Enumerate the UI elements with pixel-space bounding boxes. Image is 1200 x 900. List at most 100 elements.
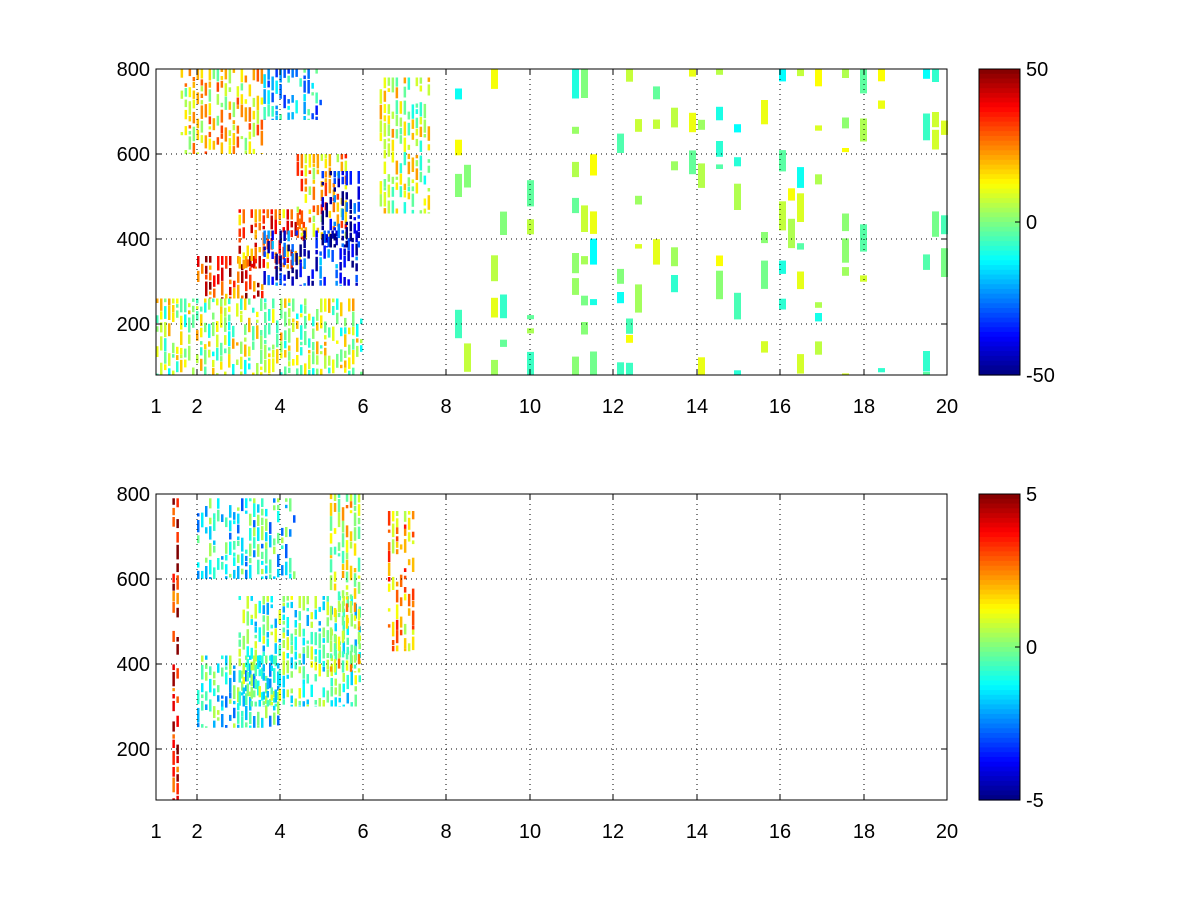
bottom-heatmap-cell-r1 [282,627,285,633]
top-heatmap-cell-r8 [312,328,315,339]
top-heatmap-cell-r9 [734,183,741,210]
top-heatmap-cell-r8 [200,306,203,312]
bottom-heatmap-cell-r1 [270,631,273,636]
bottom-heatmap-cell-r0 [205,663,208,669]
bottom-heatmap-cell-r1 [346,626,349,636]
top-heatmap-cell-r7 [387,138,391,142]
top-heatmap-cell-r4 [353,217,356,221]
top-heatmap-cell-r5 [208,89,212,102]
top-heatmap-cell-r5 [228,138,232,146]
top-heatmap-cell-r8 [180,347,183,355]
top-heatmap-cell-r2 [324,182,328,197]
bottom-heatmap-cell-r3 [345,592,349,596]
bottom-heatmap-cell-r2 [233,541,236,550]
bottom-colorbar-swatch [979,513,1020,519]
top-heatmap-cell-r5 [244,99,248,104]
bottom-heatmap-cell-r3 [337,653,341,659]
bottom-heatmap-cell-r1 [326,596,329,602]
top-heatmap-cell-r6 [287,99,290,104]
top-heatmap-cell-r0 [209,265,212,270]
top-heatmap-cell-r6 [307,69,310,79]
top-heatmap-cell-r3 [315,237,318,249]
top-heatmap-cell-r5 [196,129,200,141]
bottom-heatmap-cell-r0 [277,691,280,700]
bottom-heatmap-cell-r2 [269,522,272,534]
top-heatmap-cell-r3 [275,282,278,286]
bottom-heatmap-cell-r1 [270,624,273,629]
bottom-heatmap-cell-r1 [294,636,297,651]
top-heatmap-cell-r4 [341,208,344,221]
bottom-heatmap-cell-r2 [261,526,264,541]
top-heatmap-cell-r8 [260,366,263,370]
bottom-x-tick-label: 4 [274,821,285,843]
bottom-heatmap-cell-r1 [334,623,337,632]
top-heatmap-cell-r8 [356,345,359,357]
bottom-heatmap-cell-r2 [253,503,256,517]
bottom-heatmap-cell-r3 [341,520,345,533]
top-heatmap-cell-r3 [299,244,302,257]
bottom-heatmap-cell-r2 [241,553,244,566]
bottom-colorbar-swatch [979,570,1020,576]
top-heatmap-cell-r8 [228,298,231,305]
bottom-heatmap-cell-r5 [172,591,175,602]
bottom-heatmap-cell-r0 [213,679,216,686]
top-heatmap-cell-r8 [268,358,271,374]
bottom-heatmap-cell-r2 [261,498,264,507]
top-heatmap-cell-r5 [220,80,224,88]
top-heatmap-cell-r7 [427,165,431,173]
top-heatmap-cell-r8 [268,309,271,321]
top-x-tick-label: 8 [440,396,451,418]
top-heatmap-cell-r9 [716,69,723,75]
top-heatmap-cell-r7 [387,77,391,86]
top-heatmap-cell-r0 [241,264,244,271]
top-heatmap-cell-r7 [395,77,399,87]
bottom-plot-frame [155,493,948,801]
bottom-heatmap-cell-r1 [322,627,325,638]
bottom-heatmap-cell-r1 [294,628,297,636]
top-heatmap-cell-r3 [263,251,266,257]
bottom-heatmap-cell-r2 [285,498,288,502]
top-heatmap-cell-r2 [344,154,348,159]
top-heatmap-cell-r1 [266,209,269,219]
bottom-heatmap-cell-r1 [310,646,313,660]
bottom-heatmap-cell-r5 [176,755,179,764]
top-heatmap-cell-r5 [244,137,248,151]
top-heatmap-cell-r3 [303,239,306,248]
bottom-heatmap-cell-r1 [318,606,321,612]
top-heatmap-cell-r3 [263,271,266,285]
top-heatmap-cell-r7 [383,179,387,187]
top-heatmap-cell-r2 [300,154,304,169]
top-heatmap-cell-r8 [312,316,315,327]
top-heatmap-cell-r8 [156,346,159,357]
bottom-heatmap-cell-r0 [221,706,224,711]
top-heatmap-cell-r5 [204,82,208,96]
top-heatmap-cell-r8 [340,302,343,317]
top-heatmap-cell-r8 [172,298,175,304]
top-heatmap-cell-r6 [275,110,278,115]
bottom-colorbar-swatch [979,575,1020,581]
bottom-colorbar-swatch [979,647,1020,653]
top-heatmap-cell-r8 [304,363,307,375]
top-heatmap-cell-r4 [325,202,328,218]
top-heatmap-cell-r3 [279,267,282,272]
bottom-heatmap-cell-r0 [265,655,268,664]
top-y-tick-label: 600 [117,144,150,166]
bottom-heatmap-cell-r2 [229,532,232,540]
top-heatmap-cell-r0 [205,265,208,274]
top-heatmap-cell-r3 [355,230,358,243]
bottom-colorbar-swatch [979,690,1020,696]
bottom-heatmap-cell-r4 [395,518,399,528]
bottom-heatmap-cell-r0 [217,717,220,721]
top-heatmap-cell-r2 [324,158,328,169]
top-heatmap-cell-r9 [626,362,633,375]
top-heatmap-cell-r8 [260,330,263,336]
top-heatmap-cell-r5 [192,77,196,82]
bottom-heatmap-cell-r3 [341,571,345,578]
top-heatmap-cell-r5 [240,94,244,105]
top-colorbar-swatch [979,207,1020,214]
top-heatmap-cell-r8 [344,350,347,358]
bottom-colorbar-swatch [979,661,1020,667]
top-heatmap-cell-r8 [276,349,279,364]
top-heatmap-cell-r8 [192,367,195,375]
